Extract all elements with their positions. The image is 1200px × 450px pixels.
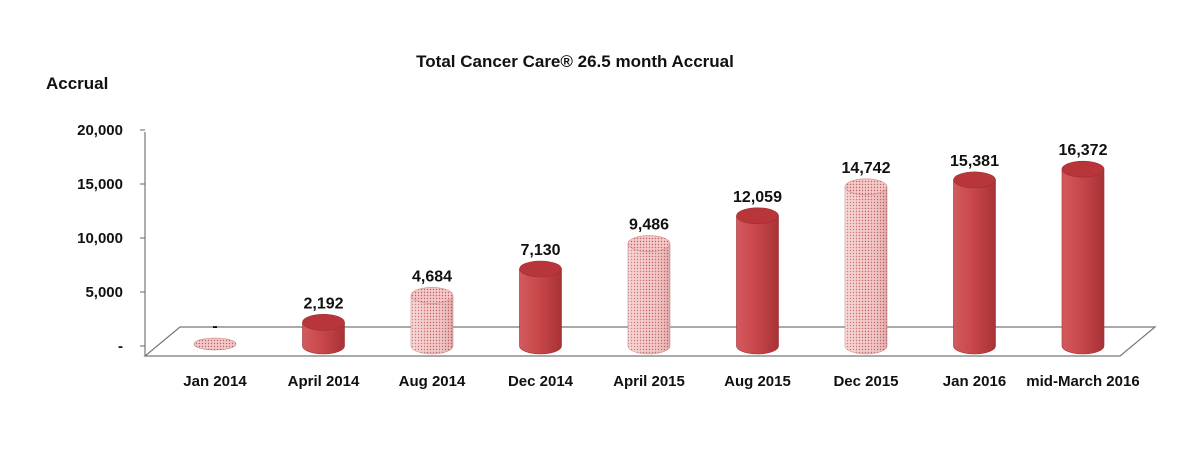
bar-value-label: 2,192 — [303, 295, 343, 312]
bar-top — [519, 260, 562, 278]
y-tick-label: 5,000 — [85, 284, 123, 301]
bar-body — [953, 179, 996, 355]
bar-top — [953, 171, 996, 189]
bar-body — [1061, 168, 1105, 355]
bar — [627, 235, 671, 355]
category-label: Jan 2014 — [183, 373, 247, 390]
category-label: April 2015 — [613, 373, 685, 390]
bar-shading — [628, 243, 670, 354]
bar-value-label: 7,130 — [520, 242, 560, 259]
bar-top — [193, 337, 237, 351]
bar-value-label: 15,381 — [950, 153, 999, 170]
bar-top — [1061, 160, 1105, 178]
bar — [410, 287, 454, 355]
bar-top — [736, 207, 779, 225]
bar-top — [627, 235, 671, 252]
bar — [302, 314, 345, 355]
bar-body — [302, 322, 345, 355]
bar-value-label: 14,742 — [842, 160, 891, 177]
category-label: Jan 2016 — [943, 373, 1006, 390]
y-tick-label: - — [118, 338, 123, 355]
bar — [193, 337, 237, 351]
value-labels: - 2,192 4,684 7,130 9,486 12,059 14,742 15,381 1… — [212, 142, 1107, 335]
bar-top — [410, 287, 454, 304]
bar-shading — [411, 295, 453, 354]
y-tick-label: 15,000 — [77, 176, 123, 193]
bar — [1061, 160, 1105, 355]
bar-top — [302, 314, 345, 331]
bar-body — [519, 268, 562, 355]
bars — [193, 160, 1105, 355]
bar — [736, 207, 779, 355]
category-label: Aug 2015 — [724, 373, 791, 390]
bar-value-label: - — [212, 318, 217, 335]
category-label: Dec 2015 — [833, 373, 898, 390]
bar-value-label: 9,486 — [629, 217, 669, 234]
category-labels: Jan 2014 April 2014 Aug 2014 Dec 2014 April … — [183, 373, 1139, 390]
bar — [519, 260, 562, 355]
bar — [844, 178, 888, 355]
category-label: Aug 2014 — [399, 373, 466, 390]
bar-value-label: 12,059 — [733, 189, 782, 206]
y-tick-label: 10,000 — [77, 230, 123, 247]
y-axis-label: Accrual — [46, 74, 108, 93]
bar — [953, 171, 996, 355]
bar-body — [736, 215, 779, 355]
category-label: April 2014 — [288, 373, 360, 390]
category-label: mid-March 2016 — [1026, 373, 1139, 390]
bar-value-label: 16,372 — [1059, 142, 1108, 159]
y-axis-ticks: - 5,000 10,000 15,000 20,000 — [77, 122, 145, 355]
bar-top — [844, 178, 888, 196]
y-tick-label: 20,000 — [77, 122, 123, 139]
bar-value-label: 4,684 — [412, 268, 452, 285]
category-label: Dec 2014 — [508, 373, 574, 390]
chart-title: Total Cancer Care® 26.5 month Accrual — [416, 52, 734, 71]
bar-shading — [845, 186, 887, 354]
